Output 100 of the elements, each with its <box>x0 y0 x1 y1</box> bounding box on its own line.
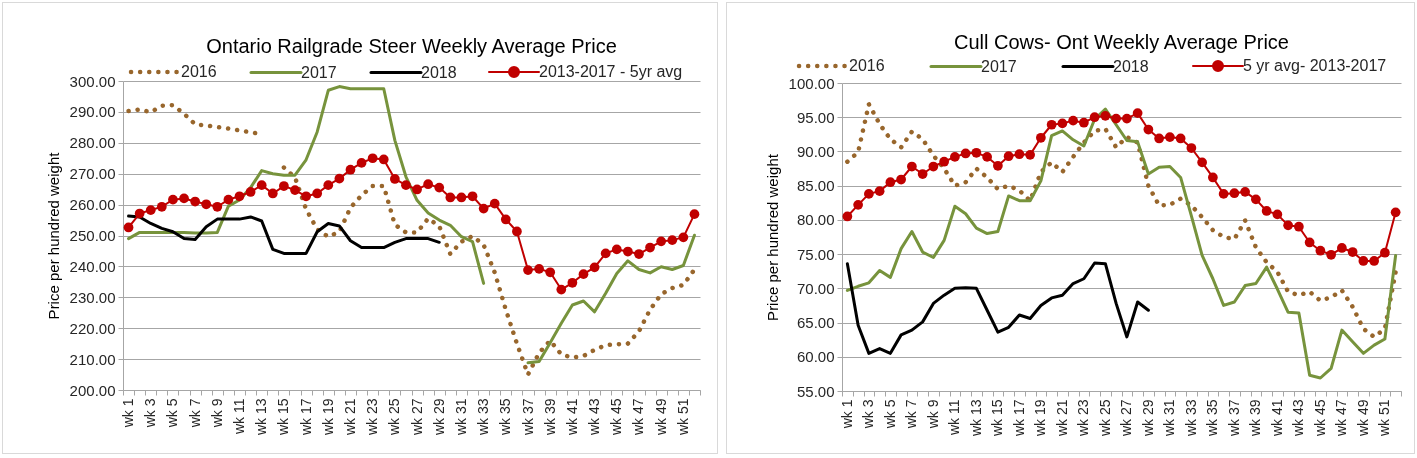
point <box>1025 150 1035 160</box>
legend-label: 2017 <box>981 57 1017 75</box>
point <box>993 160 1003 171</box>
y-tick-label: 230.00 <box>69 288 116 306</box>
point <box>156 201 167 212</box>
point <box>423 179 434 190</box>
point <box>1100 110 1111 121</box>
point <box>1175 133 1186 144</box>
point <box>1358 256 1369 266</box>
point <box>578 269 589 279</box>
y-tick-label: 85.00 <box>796 177 835 195</box>
y-tick-label: 290.00 <box>69 103 116 121</box>
x-tick-label: wk 11 <box>946 399 963 437</box>
x-tick-label: wk 35 <box>1204 399 1221 438</box>
x-tick-label: wk 17 <box>1010 399 1027 438</box>
y-tick-label: 80.00 <box>796 211 835 229</box>
point <box>1390 207 1401 218</box>
point <box>145 205 156 216</box>
x-tick-label: wk 47 <box>630 398 647 437</box>
point <box>689 209 700 220</box>
y-tick-label: 90.00 <box>796 142 835 160</box>
y-axis-title: Price per hundred weight <box>763 153 781 321</box>
x-tick-label: wk 1 <box>838 399 855 430</box>
point <box>523 265 533 275</box>
x-tick-label: wk 29 <box>430 398 447 437</box>
x-tick-label: wk 31 <box>1161 399 1178 438</box>
point <box>256 180 267 190</box>
x-tick-label: wk 19 <box>1032 399 1049 438</box>
chart-title: Ontario Railgrade Steer Weekly Average Price <box>206 35 617 57</box>
legend-label: 2018 <box>1113 57 1149 75</box>
point <box>1036 132 1046 143</box>
point <box>534 264 544 274</box>
point <box>678 232 689 243</box>
point <box>1132 108 1143 118</box>
chart-title: Cull Cows- Ont Weekly Average Price <box>954 31 1289 53</box>
point <box>512 226 522 237</box>
point <box>656 236 667 247</box>
x-tick-label: wk 15 <box>989 399 1006 438</box>
point <box>401 180 411 190</box>
point <box>1111 113 1121 124</box>
point <box>1197 157 1207 168</box>
point <box>1014 149 1025 160</box>
point <box>842 211 853 222</box>
x-tick-label: wk 49 <box>652 398 669 437</box>
y-tick-label: 55.00 <box>796 382 835 400</box>
point <box>445 192 456 203</box>
point <box>1251 194 1261 205</box>
point <box>917 169 928 179</box>
x-tick-label: wk 31 <box>452 398 469 437</box>
point <box>245 187 256 197</box>
x-tick-label: wk 17 <box>297 398 314 437</box>
x-tick-label: wk 13 <box>967 399 984 438</box>
point <box>134 208 145 219</box>
x-tick-label: wk 41 <box>1268 399 1285 438</box>
point <box>1122 113 1132 124</box>
x-tick-label: wk 51 <box>674 398 691 437</box>
y-tick-label: 100.00 <box>788 74 835 92</box>
line-series <box>845 107 1398 380</box>
point <box>1261 206 1272 216</box>
point <box>412 184 422 195</box>
y-tick-label: 65.00 <box>796 314 835 332</box>
x-tick-label: wk 39 <box>1247 399 1264 438</box>
point <box>290 185 300 195</box>
x-tick-label: wk 21 <box>1053 399 1070 438</box>
point <box>1229 188 1240 199</box>
point <box>1186 143 1197 153</box>
point <box>1337 243 1347 253</box>
y-tick-label: 270.00 <box>69 165 116 183</box>
point <box>556 284 567 295</box>
x-tick-label: wk 49 <box>1354 399 1371 438</box>
point <box>1165 132 1175 142</box>
point <box>434 182 445 193</box>
point <box>1315 245 1326 256</box>
x-tick-label: wk 39 <box>541 398 558 437</box>
x-tick-label: wk 19 <box>319 398 336 437</box>
x-tick-label: wk 45 <box>1311 399 1328 438</box>
point <box>1283 220 1293 231</box>
x-tick-label: wk 43 <box>1290 399 1307 438</box>
point <box>982 152 992 162</box>
x-tick-label: wk 25 <box>386 398 403 437</box>
point <box>600 248 611 259</box>
point <box>223 194 234 205</box>
point <box>928 161 939 172</box>
point <box>971 147 982 158</box>
point <box>1272 209 1283 220</box>
point <box>939 156 949 167</box>
y-tick-label: 250.00 <box>69 227 116 244</box>
point <box>489 198 500 209</box>
point <box>123 222 134 233</box>
point <box>179 193 189 204</box>
y-tick-label: 220.00 <box>69 319 116 337</box>
x-tick-label: wk 5 <box>881 399 898 430</box>
point <box>634 249 644 259</box>
x-tick-label: wk 3 <box>860 399 877 430</box>
point <box>1369 256 1379 266</box>
point <box>1057 118 1068 129</box>
x-tick-label: wk 11 <box>231 398 248 436</box>
x-tick-label: wk 1 <box>120 398 137 429</box>
x-tick-label: wk 51 <box>1376 399 1393 438</box>
point <box>1326 249 1336 260</box>
